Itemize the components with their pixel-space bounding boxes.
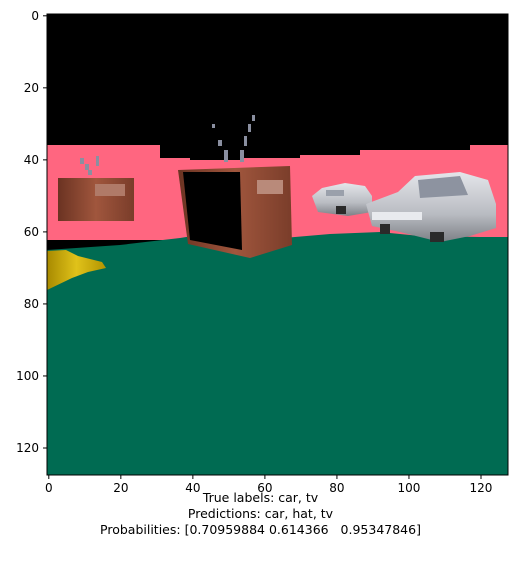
- y-tick-label: 120: [16, 441, 39, 455]
- y-tick-label: 0: [31, 9, 39, 23]
- caption-probabilities: Probabilities: [0.70959884 0.614366 0.95…: [0, 522, 521, 538]
- rendered-scene: [47, 14, 508, 475]
- y-tick-label: 20: [24, 81, 39, 95]
- y-tick-label: 40: [24, 153, 39, 167]
- y-tick-label: 60: [24, 225, 39, 239]
- y-tick-label: 100: [16, 369, 39, 383]
- caption-predictions: Predictions: car, hat, tv: [0, 506, 521, 522]
- y-tick-label: 80: [24, 297, 39, 311]
- floor-region: [47, 230, 508, 475]
- caption-true-labels: True labels: car, tv: [0, 490, 521, 506]
